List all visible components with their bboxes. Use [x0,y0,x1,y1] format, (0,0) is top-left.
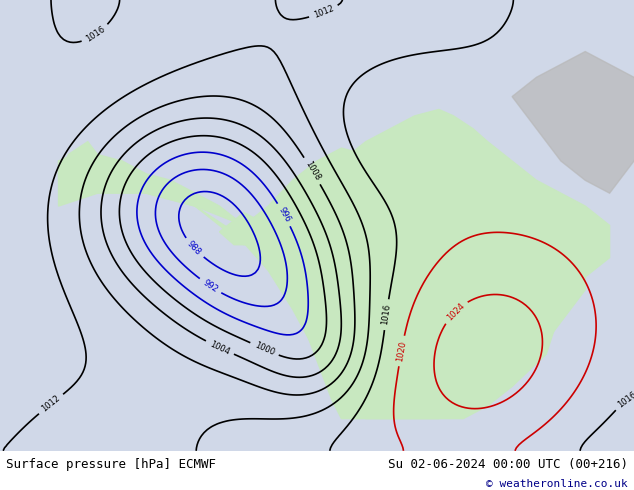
Polygon shape [219,213,268,245]
Text: 1008: 1008 [303,160,321,182]
Text: 1016: 1016 [616,390,634,409]
Text: © weatheronline.co.uk: © weatheronline.co.uk [486,479,628,489]
Text: 1020: 1020 [395,340,408,362]
Text: 988: 988 [186,239,203,257]
Text: 992: 992 [201,278,219,294]
Polygon shape [58,148,585,418]
Text: Su 02-06-2024 00:00 UTC (00+216): Su 02-06-2024 00:00 UTC (00+216) [387,458,628,471]
Text: 996: 996 [276,206,292,224]
Text: 1024: 1024 [445,301,466,322]
Text: 1000: 1000 [253,341,276,358]
Text: 1004: 1004 [209,339,231,356]
Polygon shape [512,51,634,193]
Polygon shape [58,109,610,418]
Text: Surface pressure [hPa] ECMWF: Surface pressure [hPa] ECMWF [6,458,216,471]
Text: 1016: 1016 [380,304,392,326]
Text: 1012: 1012 [40,394,62,414]
Text: 1016: 1016 [84,25,107,44]
Text: 1012: 1012 [313,4,335,20]
